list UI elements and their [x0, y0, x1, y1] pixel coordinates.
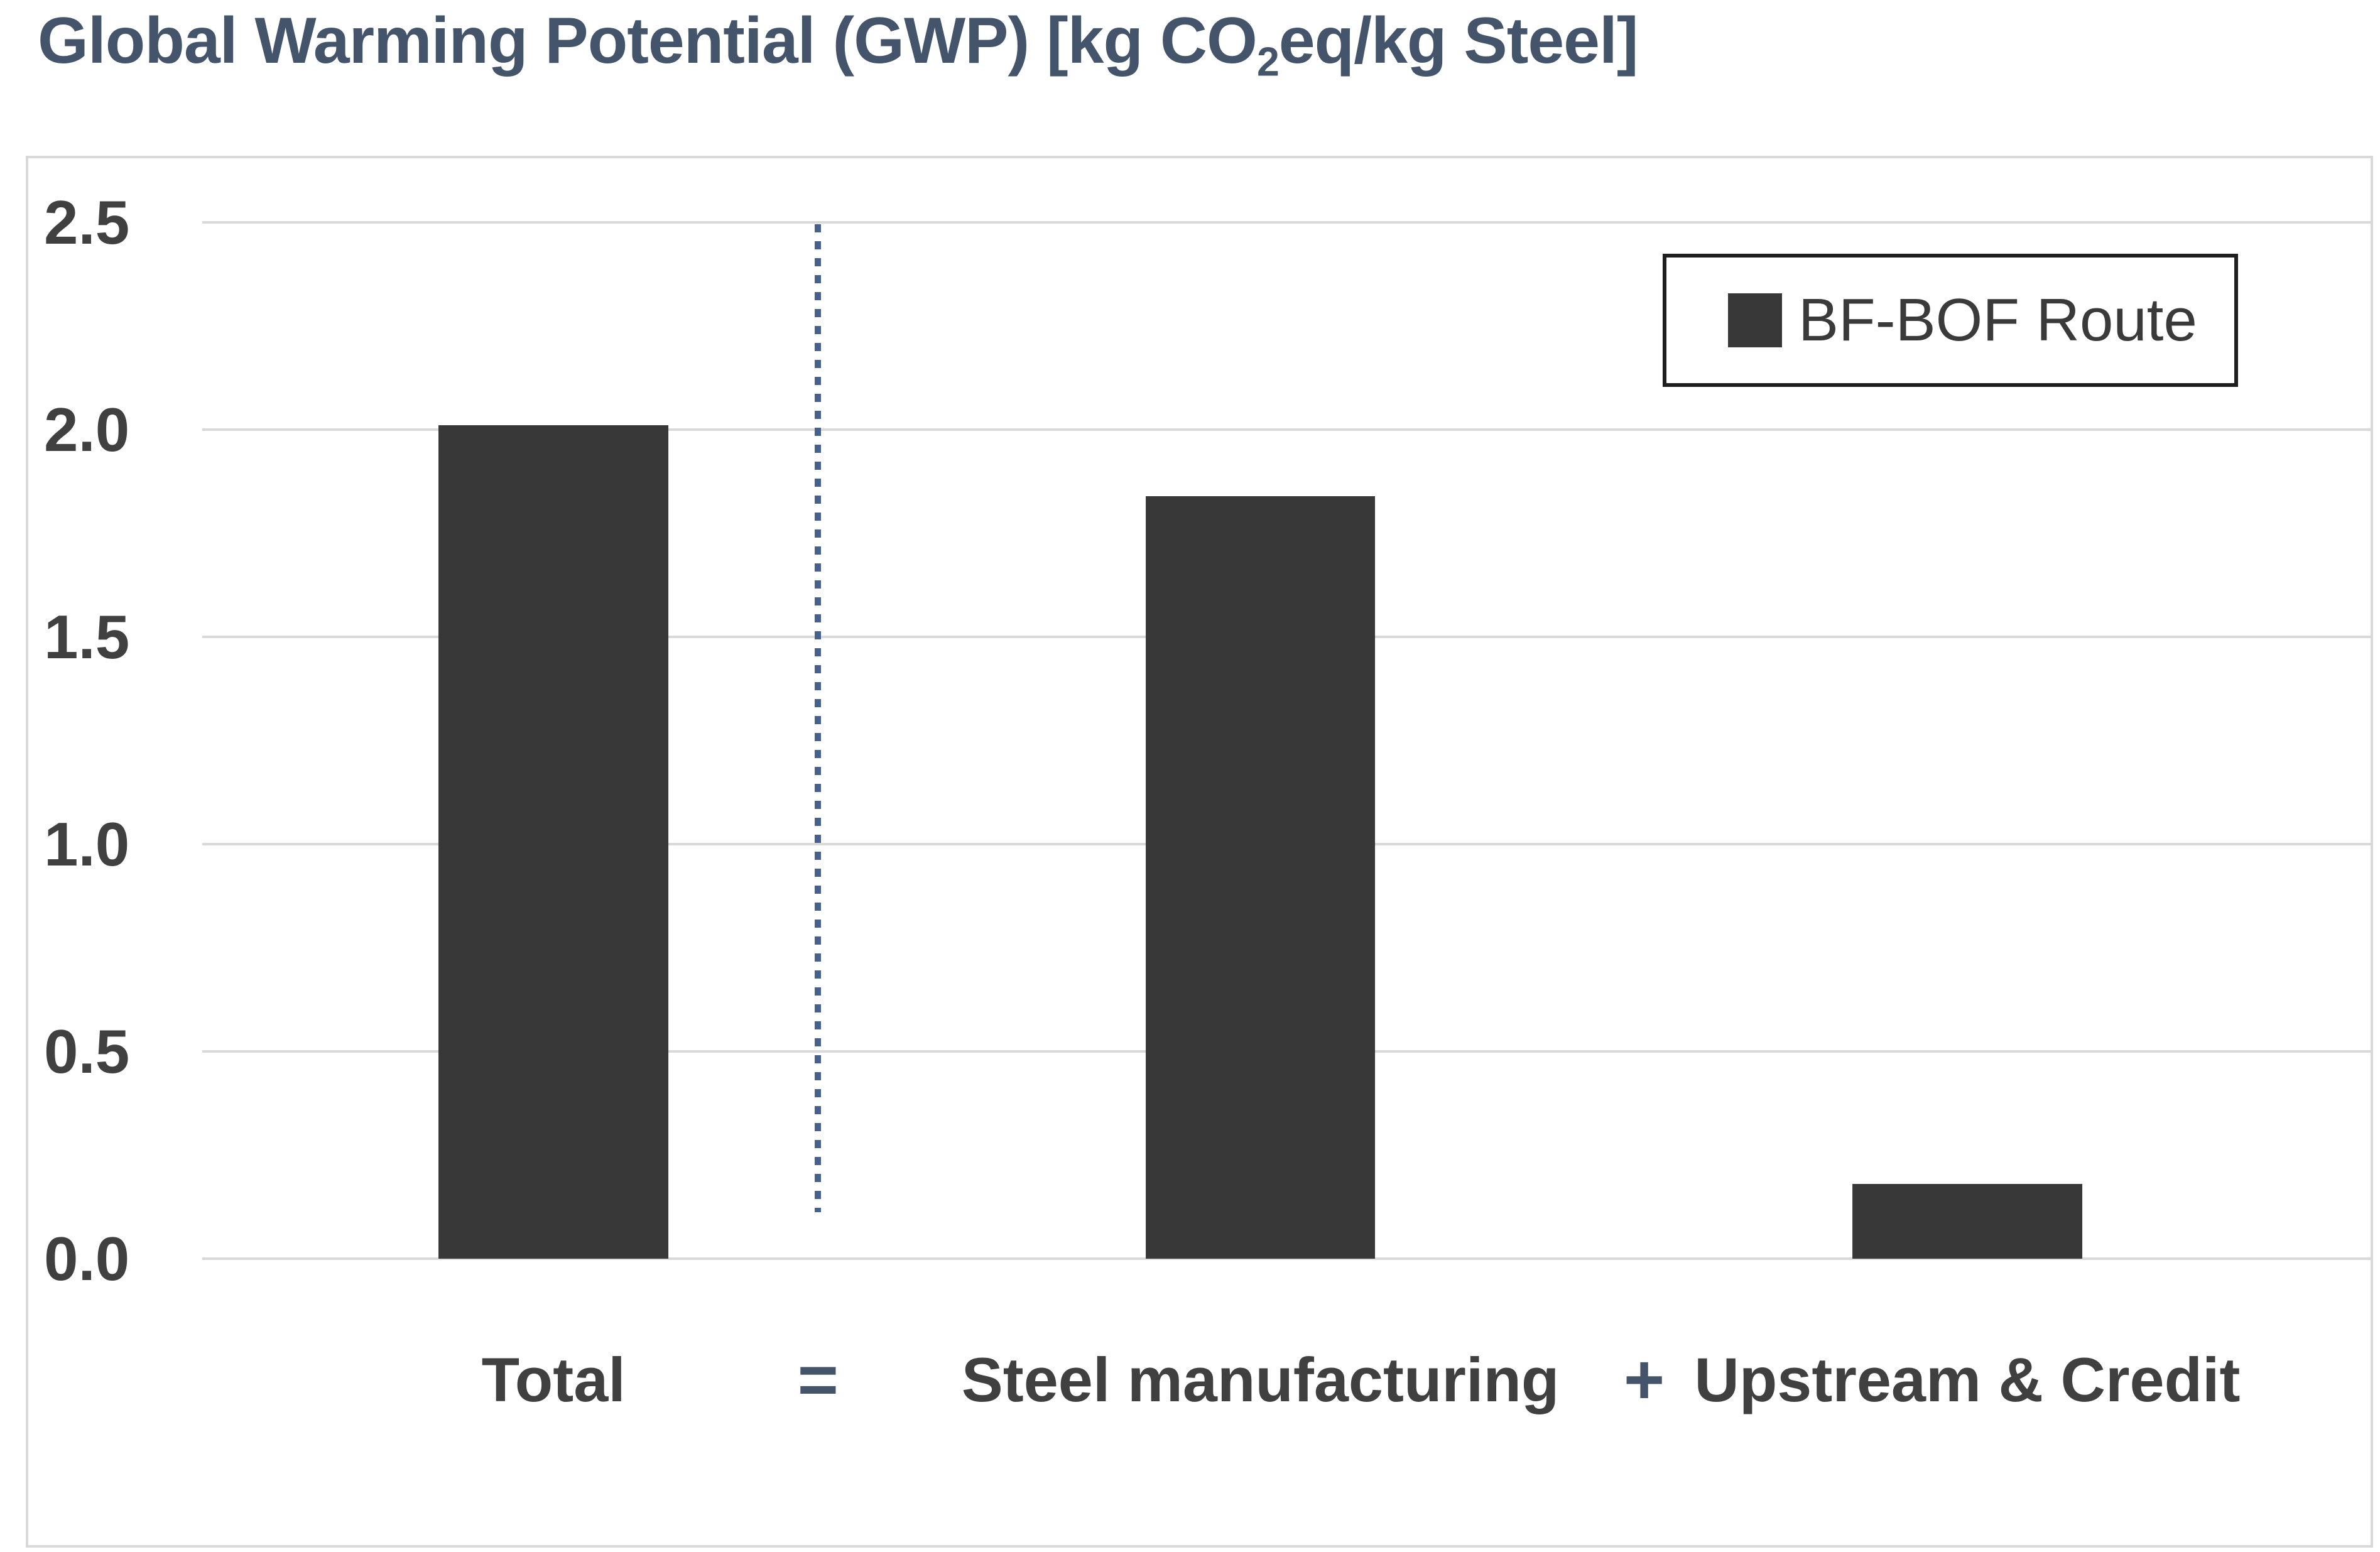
- x-axis-category-label: Total: [481, 1345, 626, 1414]
- x-axis-category-label: Steel manufacturing: [961, 1345, 1560, 1414]
- chart-title: Global Warming Potential (GWP) [kg CO2eq…: [38, 4, 1639, 85]
- y-axis-tick-label: 1.5: [44, 602, 130, 671]
- plot-area: [202, 221, 2371, 1260]
- bar-upstream-credit: [1852, 1184, 2082, 1259]
- x-axis-category-label: Upstream & Credit: [1694, 1345, 2241, 1414]
- y-axis-tick-label: 2.5: [44, 188, 130, 257]
- y-axis-tick-label: 0.5: [44, 1017, 130, 1086]
- plus-operator-label: +: [1623, 1340, 1665, 1419]
- y-axis-tick-label: 0.0: [44, 1224, 130, 1293]
- equals-operator-label: =: [797, 1340, 839, 1419]
- bar-steel-manufacturing: [1145, 496, 1376, 1259]
- plot-frame: 2.5 2.0 1.5 1.0 0.5 0.0 Total = Steel ma…: [26, 156, 2373, 1548]
- legend-label: BF-BOF Route: [1798, 286, 2197, 354]
- gridline: [202, 428, 2371, 431]
- chart-title-suffix: eq/kg Steel]: [1278, 4, 1639, 77]
- gridline: [202, 221, 2371, 224]
- bar-total: [438, 425, 669, 1259]
- chart-title-subscript: 2: [1256, 39, 1280, 85]
- y-axis-tick-label: 1.0: [44, 810, 130, 879]
- y-axis: 2.5 2.0 1.5 1.0 0.5 0.0: [28, 192, 202, 1289]
- y-axis-tick-label: 2.0: [44, 395, 130, 464]
- legend-box: BF-BOF Route: [1663, 254, 2238, 387]
- x-axis: Total = Steel manufacturing + Upstream &…: [202, 1340, 2371, 1437]
- legend-swatch: [1728, 293, 1782, 347]
- chart-title-prefix: Global Warming Potential (GWP) [kg CO: [38, 4, 1258, 77]
- gridline: [202, 1257, 2371, 1260]
- divider-dotted-line: [815, 224, 822, 1212]
